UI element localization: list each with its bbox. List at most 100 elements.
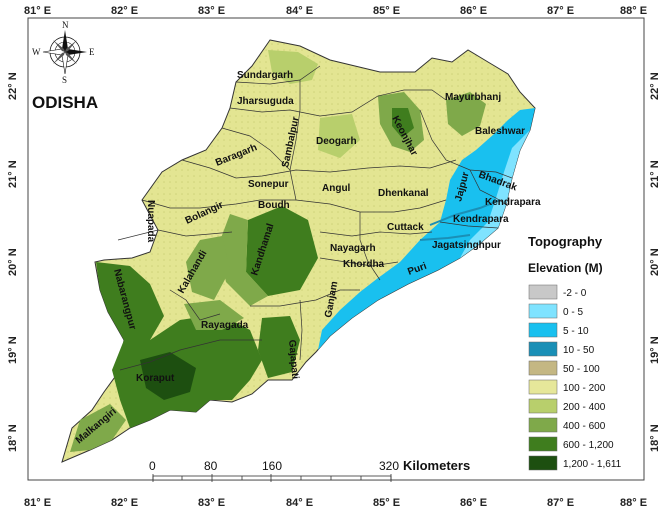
district-label: Kendrapara: [453, 214, 509, 225]
legend-label: 200 - 400: [563, 402, 606, 413]
lon-label: 88° E: [620, 5, 647, 17]
district-label: Sundargarh: [237, 70, 293, 81]
lat-label: 22° N: [7, 72, 19, 100]
legend-swatch: [528, 341, 558, 357]
district-label: Boudh: [258, 200, 290, 211]
lon-label: 87° E: [547, 497, 574, 509]
lat-label: 18° N: [649, 424, 660, 452]
legend-subtitle: Elevation (M): [528, 261, 603, 275]
district-label: Sonepur: [248, 179, 289, 190]
lon-label: 83° E: [198, 497, 225, 509]
map-title: ODISHA: [32, 93, 98, 112]
compass-s: S: [62, 75, 67, 85]
lat-label: 18° N: [7, 424, 19, 452]
district-boundary: [229, 89, 447, 117]
district-label: Deogarh: [316, 136, 357, 147]
district-boundary: [299, 299, 303, 361]
compass-n: N: [62, 20, 69, 30]
district-label: Nuapada: [145, 200, 156, 243]
lon-label: 82° E: [111, 497, 138, 509]
lon-label: 86° E: [460, 497, 487, 509]
lon-label: 81° E: [24, 5, 51, 17]
district-boundary: [181, 159, 457, 179]
district-label: Gajapati: [286, 339, 300, 379]
coastal-plain: [318, 108, 535, 350]
legend-swatch: [528, 284, 558, 300]
legend-label: -2 - 0: [563, 288, 587, 299]
lon-label: 86° E: [460, 5, 487, 17]
district-boundary: [419, 109, 513, 179]
district-boundary: [250, 289, 360, 307]
legend-label: 400 - 600: [563, 421, 606, 432]
district-label: Baleshwar: [475, 126, 525, 137]
district-label: Jagatsinghpur: [432, 240, 501, 251]
scale-bar-segment: [152, 475, 392, 481]
district-boundary: [119, 339, 262, 371]
highland-core-keonjhar: [392, 108, 414, 138]
district-label: Mayurbhanj: [445, 92, 501, 103]
district-label: Khordha: [343, 259, 385, 270]
highland-mayurbhanj: [446, 92, 486, 136]
highland-nabarangpur: [96, 262, 164, 340]
lon-label: 84° E: [286, 497, 313, 509]
legend-swatch: [528, 398, 558, 414]
latitude-labels-right: 22° N 21° N 20° N 19° N 18° N: [649, 72, 660, 452]
scale-label: 80: [204, 459, 218, 473]
highland-koraput-core: [140, 352, 196, 400]
lat-label: 22° N: [649, 72, 660, 100]
scale-bar-ticks: [152, 474, 392, 482]
scale-label: 0: [149, 459, 156, 473]
lon-label: 85° E: [373, 5, 400, 17]
legend-swatch: [528, 322, 558, 338]
legend-swatch: [528, 303, 558, 319]
legend-label: 5 - 10: [563, 326, 589, 337]
district-boundary: [169, 289, 221, 321]
district-label: Nayagarh: [330, 243, 376, 254]
lat-label: 20° N: [7, 248, 19, 276]
highland-kandhamal-edge: [218, 214, 268, 306]
highland-malkangiri: [70, 404, 126, 452]
lon-label: 82° E: [111, 5, 138, 17]
district-boundary: [319, 231, 433, 237]
district-boundary: [439, 221, 499, 229]
legend-title: Topography: [528, 234, 603, 249]
district-boundary: [319, 257, 399, 267]
latitude-labels-left: 22° N 21° N 20° N 19° N 18° N: [7, 72, 19, 452]
lon-label: 83° E: [198, 5, 225, 17]
highland-kalahandi: [186, 236, 230, 300]
lat-label: 19° N: [649, 336, 660, 364]
district-boundaries: [117, 65, 513, 371]
scale-unit: Kilometers: [403, 458, 470, 473]
lon-label: 88° E: [620, 497, 647, 509]
delta-channel: [419, 199, 501, 241]
legend: Topography Elevation (M) -2 - 0 0 - 5 5 - …: [528, 234, 622, 471]
compass-e: E: [89, 47, 95, 57]
legend-label: 50 - 100: [563, 364, 600, 375]
district-label: Angul: [322, 183, 351, 194]
district-boundary: [117, 229, 159, 241]
lon-label: 84° E: [286, 5, 313, 17]
legend-label: 0 - 5: [563, 307, 583, 318]
legend-swatch: [528, 455, 558, 471]
district-boundary: [469, 169, 509, 207]
district-label: Koraput: [136, 373, 175, 384]
district-boundary: [359, 212, 381, 281]
legend-label: 600 - 1,200: [563, 440, 614, 451]
scale-label: 320: [379, 459, 399, 473]
district-boundary: [235, 65, 321, 85]
district-label: Cuttack: [387, 222, 424, 233]
lat-label: 20° N: [649, 248, 660, 276]
highland-sundargarh: [268, 50, 318, 84]
scale-bar: 0 80 160 320 Kilometers: [149, 458, 470, 482]
legend-label: 10 - 50: [563, 345, 595, 356]
highland-kandhamal: [246, 206, 318, 296]
district-label: Rayagada: [201, 320, 249, 331]
lat-label: 19° N: [7, 336, 19, 364]
longitude-labels-top: 81° E 82° E 83° E 84° E 85° E 86° E 87° …: [24, 5, 647, 17]
highland-deogarh: [318, 114, 360, 158]
lon-label: 81° E: [24, 497, 51, 509]
district-boundary: [141, 199, 447, 213]
legend-swatch: [528, 436, 558, 452]
scale-label: 160: [262, 459, 282, 473]
